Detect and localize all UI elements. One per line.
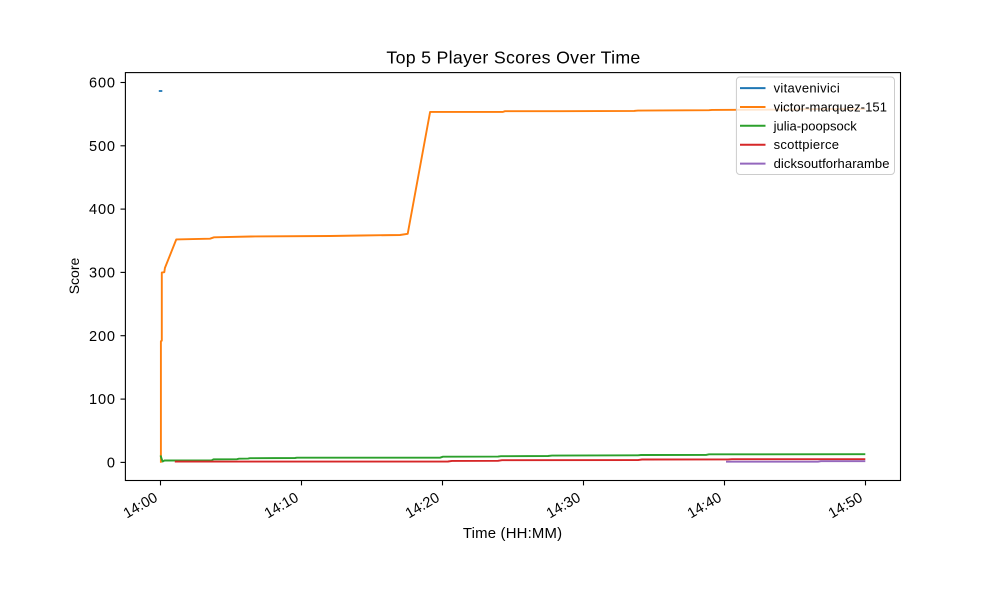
svg-text:Top 5 Player Scores Over Time: Top 5 Player Scores Over Time: [386, 48, 640, 68]
svg-text:julia-poopsock: julia-poopsock: [773, 118, 858, 133]
svg-text:dicksoutforharambe: dicksoutforharambe: [774, 156, 890, 171]
svg-text:scottpierce: scottpierce: [774, 137, 840, 152]
svg-text:500: 500: [89, 139, 116, 155]
svg-text:300: 300: [89, 266, 116, 282]
svg-text:Score: Score: [66, 258, 82, 295]
svg-text:0: 0: [107, 456, 116, 472]
svg-text:victor-marquez-151: victor-marquez-151: [774, 100, 887, 115]
svg-text:Time (HH:MM): Time (HH:MM): [463, 526, 562, 542]
svg-text:400: 400: [89, 202, 116, 218]
svg-text:200: 200: [89, 329, 116, 345]
svg-text:100: 100: [89, 392, 116, 408]
svg-text:600: 600: [89, 76, 116, 92]
svg-text:vitavenivici: vitavenivici: [774, 81, 840, 96]
